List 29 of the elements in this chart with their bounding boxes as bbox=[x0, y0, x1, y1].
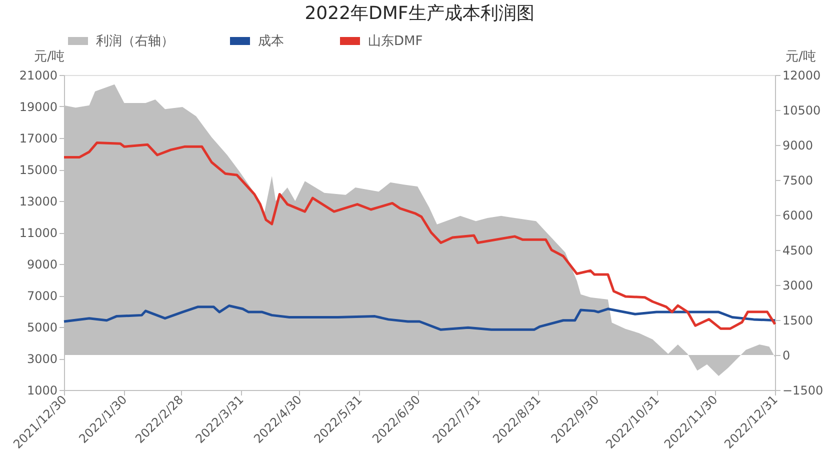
y2-tick-label: 1500 bbox=[782, 314, 814, 328]
y2-tick-label: −1500 bbox=[782, 384, 824, 398]
y2-tick-label: 10500 bbox=[782, 104, 821, 118]
legend-label: 山东DMF bbox=[368, 34, 423, 49]
y2-tick-label: 12000 bbox=[782, 68, 821, 82]
y2-axis-title: 元/吨 bbox=[786, 50, 816, 64]
y-tick-label: 19000 bbox=[19, 100, 58, 114]
y-tick-label: 3000 bbox=[26, 352, 58, 366]
y-tick-label: 13000 bbox=[19, 194, 58, 208]
y-axis-title: 元/吨 bbox=[34, 50, 64, 64]
y2-tick-label: 9000 bbox=[782, 138, 814, 152]
y-tick-label: 7000 bbox=[26, 289, 58, 303]
legend-label: 成本 bbox=[258, 34, 284, 49]
y-tick-label: 21000 bbox=[19, 68, 58, 82]
y-tick-label: 1000 bbox=[26, 384, 58, 398]
y2-tick-label: 6000 bbox=[782, 208, 814, 222]
y2-tick-label: 7500 bbox=[782, 174, 814, 188]
line-series bbox=[62, 304, 776, 331]
legend-label: 利润（右轴） bbox=[96, 34, 174, 49]
y-tick-label: 9000 bbox=[26, 258, 58, 272]
y2-tick-label: 3000 bbox=[782, 278, 814, 292]
y2-tick-label: 4500 bbox=[782, 244, 814, 258]
y2-tick-label: 0 bbox=[782, 348, 790, 362]
y-tick-label: 5000 bbox=[26, 320, 58, 334]
y-tick-label: 17000 bbox=[19, 132, 58, 146]
y-tick-label: 15000 bbox=[19, 163, 58, 177]
chart-title: 2022年DMF生产成本利润图 bbox=[304, 3, 534, 24]
y-tick-label: 11000 bbox=[19, 226, 58, 240]
line-series bbox=[62, 141, 776, 330]
